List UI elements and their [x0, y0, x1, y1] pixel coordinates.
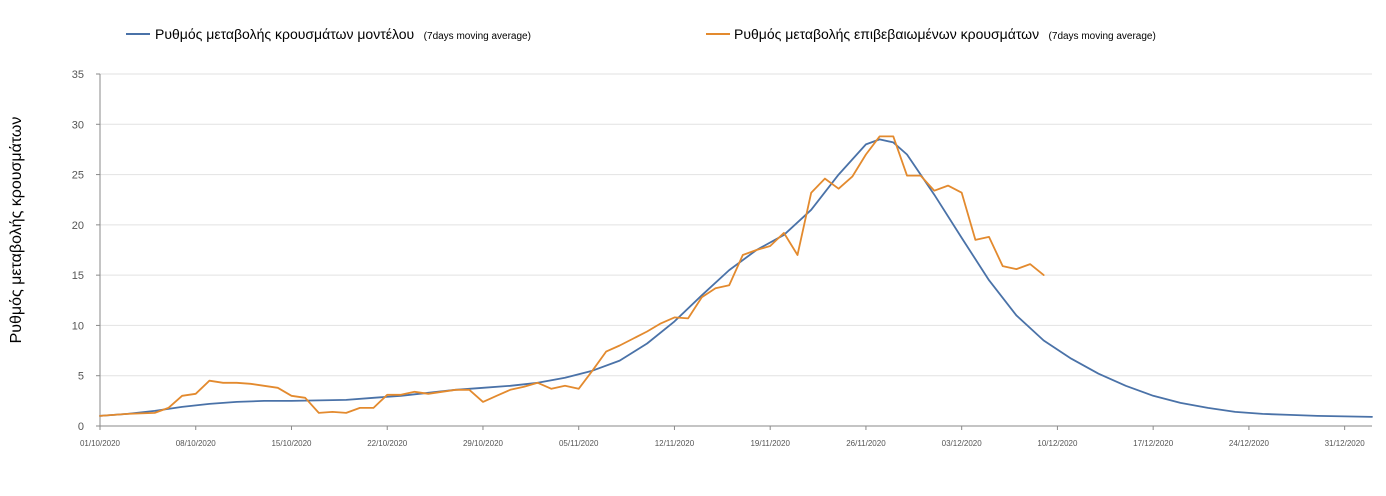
legend-note-confirmed: (7days moving average) — [1049, 31, 1156, 42]
y-axis-label: Ρυθμός μεταβολής κρουσμάτων — [8, 117, 25, 344]
svg-text:Ρυθμός μεταβολής επιβεβαιωμένω: Ρυθμός μεταβολής επιβεβαιωμένων κρουσμάτ… — [734, 26, 1156, 43]
x-tick-label: 19/11/2020 — [750, 439, 790, 448]
x-tick-label: 01/10/2020 — [80, 439, 121, 448]
x-axis-ticks: 01/10/2020 08/10/2020 15/10/2020 22/10/2020… — [80, 426, 1365, 448]
y-tick-label: 20 — [72, 220, 84, 232]
gridlines — [100, 73, 1372, 377]
series-layer — [99, 135, 1373, 418]
x-tick-label: 29/10/2020 — [463, 439, 504, 448]
x-tick-label: 12/11/2020 — [655, 439, 695, 448]
x-tick-label: 05/11/2020 — [559, 439, 599, 448]
x-tick-label: 26/11/2020 — [846, 439, 886, 448]
x-tick-label: 17/12/2020 — [1133, 439, 1174, 448]
svg-text:Ρυθμός μεταβολής κρουσμάτων μο: Ρυθμός μεταβολής κρουσμάτων μοντέλου (7d… — [155, 26, 531, 43]
x-tick-label: 10/12/2020 — [1037, 439, 1078, 448]
x-tick-label: 24/12/2020 — [1229, 439, 1270, 448]
y-axis-ticks: 0 5 10 15 20 25 30 35 — [72, 69, 100, 433]
legend: Ρυθμός μεταβολής κρουσμάτων μοντέλου (7d… — [126, 26, 1156, 43]
y-tick-label: 25 — [72, 170, 84, 182]
series-line-model — [99, 138, 1373, 418]
y-tick-label: 35 — [72, 69, 84, 81]
x-tick-label: 22/10/2020 — [367, 439, 408, 448]
legend-note-model: (7days moving average) — [424, 31, 531, 42]
x-tick-label: 08/10/2020 — [176, 439, 217, 448]
legend-item-model: Ρυθμός μεταβολής κρουσμάτων μοντέλου (7d… — [126, 26, 531, 43]
y-tick-label: 15 — [72, 270, 84, 282]
legend-item-confirmed: Ρυθμός μεταβολής επιβεβαιωμένων κρουσμάτ… — [706, 26, 1156, 43]
y-tick-label: 5 — [78, 371, 84, 383]
y-tick-label: 10 — [72, 320, 84, 332]
x-tick-label: 15/10/2020 — [271, 439, 312, 448]
legend-label-confirmed: Ρυθμός μεταβολής επιβεβαιωμένων κρουσμάτ… — [734, 26, 1039, 42]
series-line-confirmed — [99, 135, 1045, 417]
legend-label-model: Ρυθμός μεταβολής κρουσμάτων μοντέλου — [155, 26, 414, 42]
y-tick-label: 30 — [72, 119, 84, 131]
y-tick-label: 0 — [78, 421, 84, 433]
x-tick-label: 31/12/2020 — [1325, 439, 1366, 448]
x-tick-label: 03/12/2020 — [942, 439, 983, 448]
